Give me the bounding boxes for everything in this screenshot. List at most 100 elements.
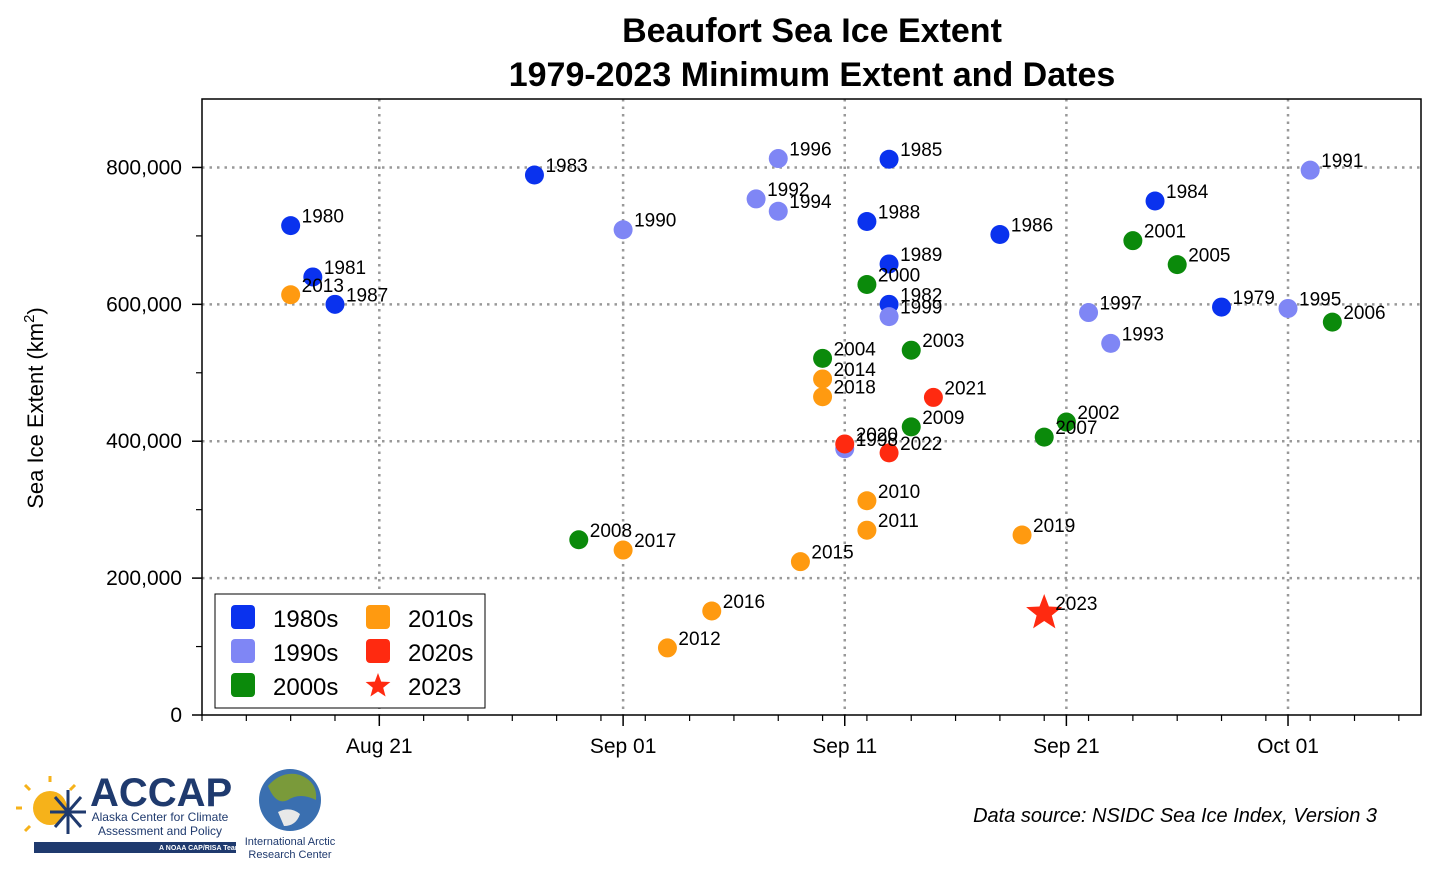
point-1995 <box>1278 298 1298 318</box>
point-label-1997: 1997 <box>1100 294 1142 315</box>
point-2005 <box>1167 255 1187 275</box>
data-source-note: Data source: NSIDC Sea Ice Index, Versio… <box>973 805 1377 827</box>
point-2014 <box>813 369 833 389</box>
accap-logo: ACCAP Alaska Center for Climate Assessme… <box>16 771 241 853</box>
point-labels: 1979 1980 1981 1982 1983 1984 1985 1986 1987 1988… <box>302 140 1386 650</box>
point-label-2009: 2009 <box>922 408 964 429</box>
point-1983 <box>524 165 544 185</box>
point-1993 <box>1101 333 1121 353</box>
x-tick-label: Aug 21 <box>346 735 413 758</box>
point-2018 <box>813 387 833 407</box>
point-label-1986: 1986 <box>1011 216 1053 237</box>
point-label-2004: 2004 <box>834 339 877 360</box>
point-2003 <box>901 340 921 360</box>
point-label-1999: 1999 <box>900 298 942 319</box>
legend-marker-2010s <box>366 605 390 629</box>
x-tick-label: Sep 21 <box>1033 735 1100 758</box>
point-label-1983: 1983 <box>545 156 587 177</box>
point-1990 <box>613 220 633 240</box>
point-label-2003: 2003 <box>922 331 964 352</box>
point-label-1993: 1993 <box>1122 324 1164 345</box>
point-label-2005: 2005 <box>1188 246 1230 267</box>
point-2020 <box>835 434 855 454</box>
legend: 1980s 2010s 1990s 2020s 2000s 2023 <box>214 593 486 709</box>
point-2006 <box>1322 312 1342 332</box>
point-label-1992: 1992 <box>767 180 809 201</box>
globe-icon <box>259 769 321 831</box>
y-tick-label: 200,000 <box>106 567 182 590</box>
point-2012 <box>657 638 677 658</box>
y-tick-label: 400,000 <box>106 430 182 453</box>
sun-icon <box>16 776 77 833</box>
legend-label-2023: 2023 <box>408 674 461 701</box>
point-1979 <box>1212 297 1232 317</box>
point-label-1991: 1991 <box>1321 151 1363 172</box>
legend-label-1990s: 1990s <box>273 640 338 667</box>
x-tick-label: Oct 01 <box>1257 735 1319 758</box>
legend-box <box>214 593 486 709</box>
chart-title-line1: Beaufort Sea Ice Extent <box>622 12 1002 50</box>
point-1985 <box>879 149 899 169</box>
point-2004 <box>813 348 833 368</box>
accap-tag-bar <box>34 842 236 853</box>
point-label-1988: 1988 <box>878 203 920 224</box>
point-label-2021: 2021 <box>944 378 986 399</box>
point-1981 <box>303 267 323 287</box>
point-1986 <box>990 225 1010 245</box>
legend-label-2000s: 2000s <box>273 674 338 701</box>
chart-title-line2: 1979-2023 Minimum Extent and Dates <box>509 56 1116 94</box>
snowflake-icon <box>50 790 86 834</box>
point-label-2015: 2015 <box>811 543 853 564</box>
point-2021 <box>923 387 943 407</box>
y-axis-label: Sea Ice Extent (km2) <box>21 307 48 509</box>
y-tick-label: 0 <box>170 704 182 727</box>
point-2010 <box>857 491 877 511</box>
point-2009 <box>901 417 921 437</box>
data-points <box>281 149 1342 658</box>
point-label-2006: 2006 <box>1343 303 1385 324</box>
point-label-2023: 2023 <box>1055 594 1097 615</box>
x-tick-label: Sep 01 <box>590 735 657 758</box>
point-1997 <box>1079 303 1099 323</box>
point-label-1985: 1985 <box>900 140 942 161</box>
point-label-1990: 1990 <box>634 211 676 232</box>
point-label-2008: 2008 <box>590 521 632 542</box>
iarc-name-1: International Arctic <box>245 836 336 848</box>
point-label-1984: 1984 <box>1166 182 1209 203</box>
point-label-2014: 2014 <box>834 360 877 381</box>
plot-frame <box>201 98 1422 716</box>
point-2015 <box>790 552 810 572</box>
iarc-logo: International Arctic Research Center <box>245 769 336 861</box>
point-label-2011: 2011 <box>878 511 919 532</box>
y-tick-label: 600,000 <box>106 293 182 316</box>
point-label-2019: 2019 <box>1033 516 1075 537</box>
point-label-2000: 2000 <box>878 265 920 286</box>
point-label-2012: 2012 <box>678 629 720 650</box>
point-label-1998: 1998 <box>856 430 898 451</box>
point-label-1987: 1987 <box>346 285 388 306</box>
point-label-1995: 1995 <box>1299 289 1341 310</box>
point-2011 <box>857 520 877 540</box>
accap-subtitle-2: Assessment and Policy <box>98 824 222 838</box>
point-1988 <box>857 212 877 232</box>
point-label-2018: 2018 <box>834 378 876 399</box>
point-2007 <box>1034 427 1054 447</box>
point-2022 <box>879 443 899 463</box>
grid-lines <box>202 99 1421 715</box>
point-1999 <box>879 307 899 327</box>
point-label-1994: 1994 <box>789 192 832 213</box>
legend-label-2010s: 2010s <box>408 606 473 633</box>
legend-marker-1980s <box>231 605 255 629</box>
point-2017 <box>613 540 633 560</box>
legend-label-2020s: 2020s <box>408 640 473 667</box>
point-1996 <box>768 149 788 169</box>
legend-marker-2023 <box>365 673 391 697</box>
accap-subtitle-1: Alaska Center for Climate <box>92 810 229 824</box>
point-1994 <box>768 201 788 221</box>
point-label-1981: 1981 <box>324 258 366 279</box>
point-1991 <box>1300 160 1320 180</box>
point-label-2001: 2001 <box>1144 222 1186 243</box>
point-label-1982: 1982 <box>900 285 942 306</box>
point-2013 <box>281 285 301 305</box>
